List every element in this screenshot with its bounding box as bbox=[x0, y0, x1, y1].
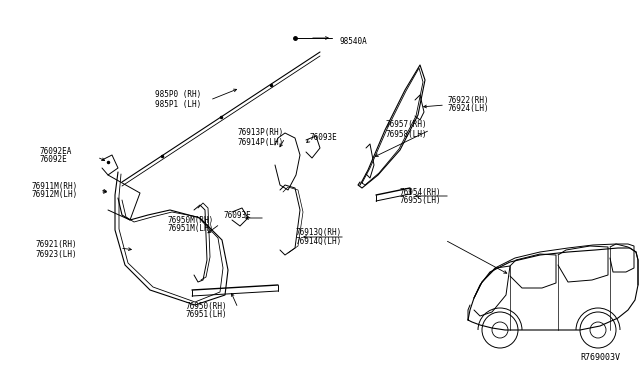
Text: 76913Q(RH): 76913Q(RH) bbox=[295, 228, 341, 237]
Text: 76921(RH): 76921(RH) bbox=[35, 241, 77, 250]
Text: 98540A: 98540A bbox=[340, 38, 368, 46]
Text: 76912M(LH): 76912M(LH) bbox=[32, 190, 78, 199]
Text: 76923(LH): 76923(LH) bbox=[35, 250, 77, 259]
Text: 76914P(LH): 76914P(LH) bbox=[238, 138, 284, 147]
Text: 76958(LH): 76958(LH) bbox=[385, 129, 427, 138]
Text: 76913P(RH): 76913P(RH) bbox=[238, 128, 284, 138]
Text: 76951M(LH): 76951M(LH) bbox=[168, 224, 214, 234]
Text: 76911M(RH): 76911M(RH) bbox=[32, 182, 78, 190]
Text: 76922(RH): 76922(RH) bbox=[448, 96, 490, 105]
Text: 76093E: 76093E bbox=[224, 211, 252, 219]
Text: R769003V: R769003V bbox=[580, 353, 620, 362]
Text: 76093E: 76093E bbox=[310, 134, 338, 142]
Text: 76950M(RH): 76950M(RH) bbox=[168, 215, 214, 224]
Text: 76924(LH): 76924(LH) bbox=[448, 105, 490, 113]
Text: 985P0 (RH): 985P0 (RH) bbox=[155, 90, 201, 99]
Text: 985P1 (LH): 985P1 (LH) bbox=[155, 99, 201, 109]
Text: 76957(RH): 76957(RH) bbox=[385, 121, 427, 129]
Text: 76092E: 76092E bbox=[40, 155, 68, 164]
Text: 76954(RH): 76954(RH) bbox=[400, 187, 442, 196]
Text: 76951(LH): 76951(LH) bbox=[185, 311, 227, 320]
Text: 76950(RH): 76950(RH) bbox=[185, 301, 227, 311]
Text: 76092EA: 76092EA bbox=[40, 147, 72, 155]
Text: 76955(LH): 76955(LH) bbox=[400, 196, 442, 205]
Text: 76914Q(LH): 76914Q(LH) bbox=[295, 237, 341, 246]
